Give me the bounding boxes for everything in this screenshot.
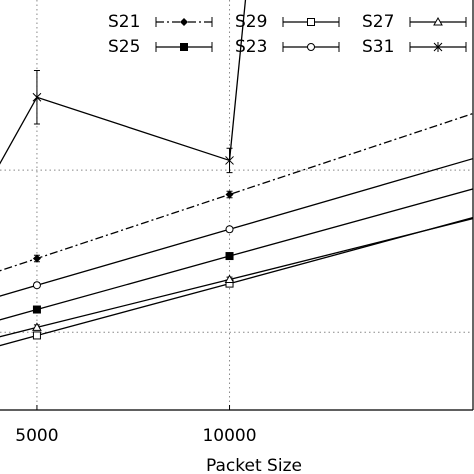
series-line <box>0 217 473 338</box>
legend-marker <box>307 18 315 26</box>
marker <box>32 305 41 314</box>
plot-area <box>0 0 473 410</box>
marker <box>32 254 41 263</box>
series-line <box>0 0 247 165</box>
legend-marker <box>180 18 188 26</box>
legend-caps <box>155 42 213 52</box>
marker <box>225 225 234 234</box>
legend-label: S25 <box>108 37 140 57</box>
legend-marker <box>180 43 188 51</box>
legend-marker <box>433 16 443 26</box>
x-tick-label: 5000 <box>15 426 58 446</box>
x-axis-label: Packet Size <box>206 456 302 474</box>
series-line <box>0 157 473 297</box>
legend-marker <box>433 42 443 52</box>
marker <box>225 155 234 166</box>
series-line <box>0 188 473 321</box>
marker <box>224 274 235 284</box>
legend-label: S27 <box>362 12 394 32</box>
legend-caps <box>282 42 340 52</box>
legend: S21 S25 S29 S23 S27 S31 <box>108 12 467 57</box>
marker <box>32 281 41 290</box>
legend-label: S29 <box>235 12 267 32</box>
legend-label: S31 <box>362 37 394 57</box>
legend-label: S21 <box>108 12 140 32</box>
marker <box>225 252 234 261</box>
legend-caps <box>282 17 340 27</box>
legend-caps <box>409 42 467 52</box>
legend-caps <box>155 17 213 27</box>
marker <box>225 190 234 199</box>
series-line <box>0 112 473 272</box>
legend-label: S23 <box>235 37 267 57</box>
x-tick-label: 10000 <box>202 426 256 446</box>
legend-marker <box>307 43 315 51</box>
marker <box>32 92 42 103</box>
legend-caps <box>409 17 467 27</box>
marker <box>32 331 41 340</box>
marker <box>32 322 42 331</box>
